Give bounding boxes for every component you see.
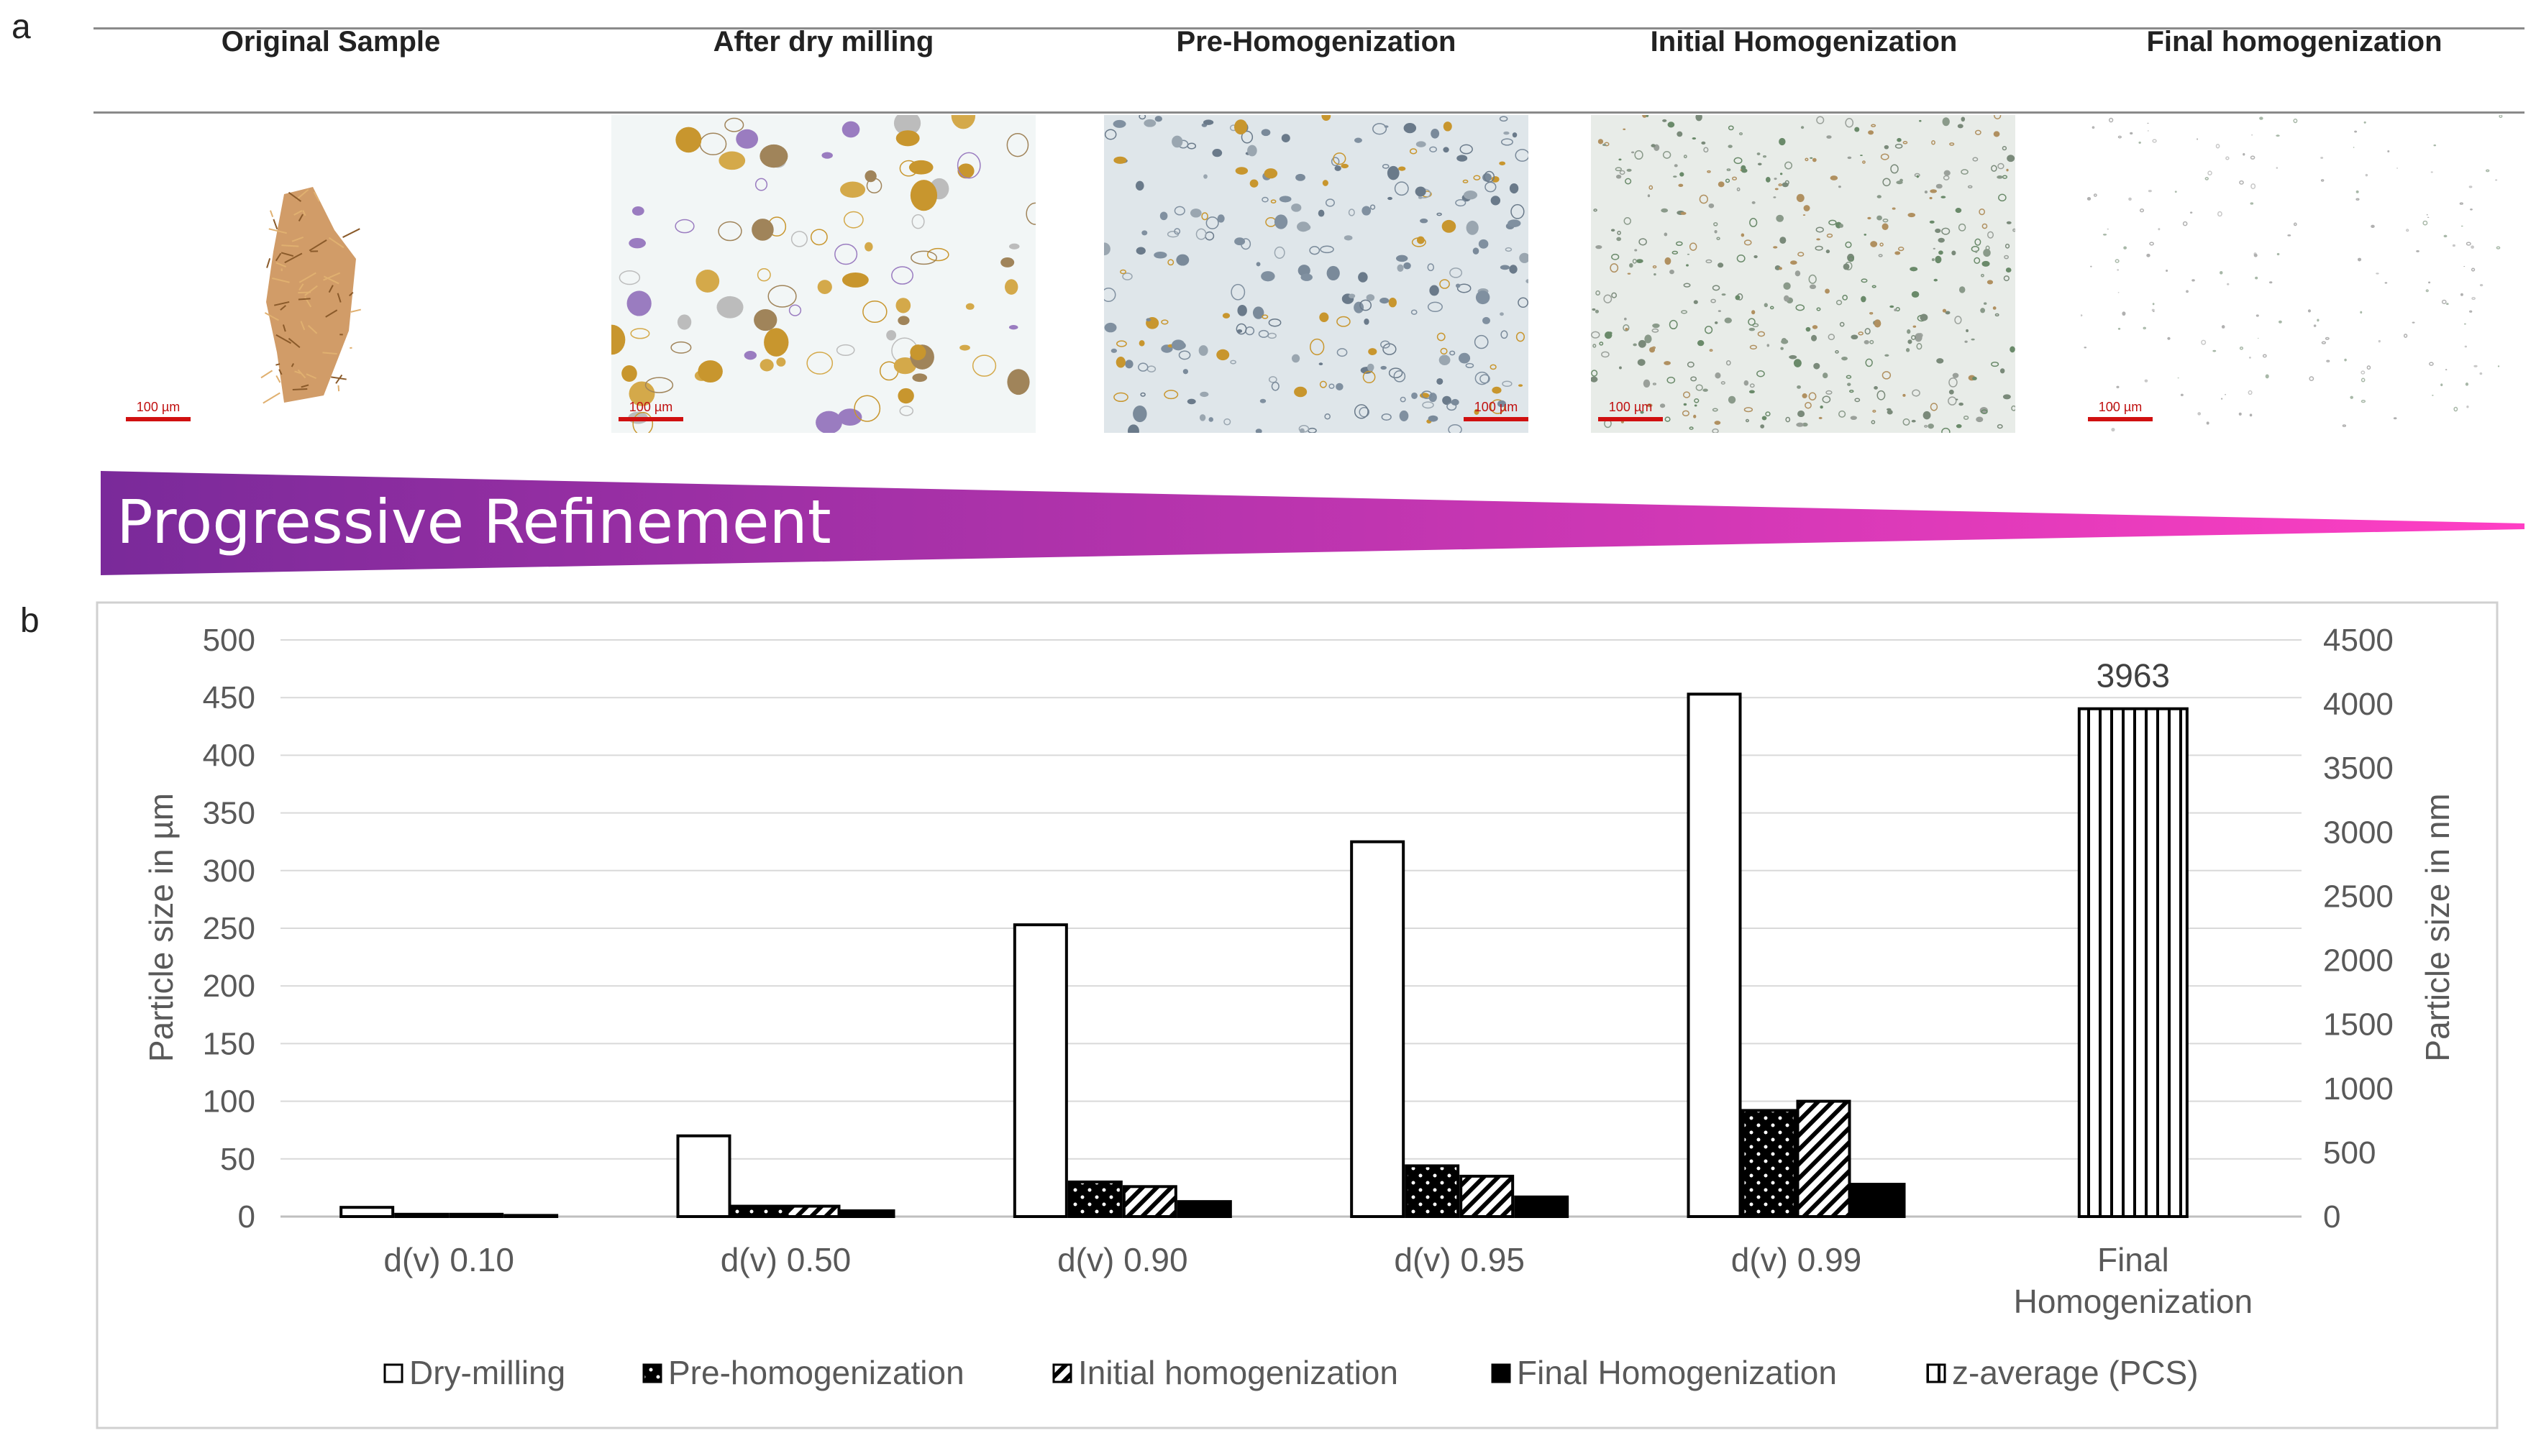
banner-wedge (101, 471, 2524, 575)
y-tick-label: 350 (203, 796, 255, 831)
bar-dry-milling (339, 1206, 395, 1218)
panel-a-label: a (12, 8, 31, 46)
bar-final-homogenization (503, 1214, 559, 1218)
scale-bar-label: 100 µm (1474, 400, 1518, 414)
stage-title-5: Final homogenization (2146, 26, 2443, 58)
y-tick-label: 300 (203, 853, 255, 889)
progressive-refinement-banner: Progressive Refinement (101, 471, 2524, 575)
legend-swatch (1052, 1363, 1072, 1383)
y-tick-label: 200 (203, 969, 255, 1004)
bar-final-homogenization (1514, 1195, 1569, 1219)
legend-label: Dry-milling (409, 1354, 565, 1391)
bar-pre-homogenization (394, 1212, 450, 1218)
legend-label: Pre-homogenization (668, 1354, 964, 1391)
micrograph-1: 100 µm (119, 115, 543, 433)
bar-z-average-pcs- (2077, 707, 2189, 1218)
stage-title-2: After dry milling (713, 26, 934, 58)
bar-initial-homogenization (1459, 1174, 1515, 1218)
legend-swatch (383, 1363, 403, 1383)
legend-swatch (1491, 1363, 1511, 1383)
y-tick-label: 500 (203, 623, 255, 658)
y2-tick-label: 4500 (2323, 623, 2394, 658)
legend-swatch (642, 1363, 662, 1383)
bar-pre-homogenization (731, 1204, 786, 1218)
panel-b-label: b (20, 602, 40, 640)
legend-label: Initial homogenization (1078, 1354, 1398, 1391)
micrograph-2: 100 µm (611, 115, 1036, 433)
bar-initial-homogenization (1122, 1185, 1177, 1219)
bar-initial-homogenization (785, 1204, 841, 1218)
bar-dry-milling (676, 1134, 731, 1218)
banner-text: Progressive Refinement (117, 487, 831, 557)
x-tick-label: d(v) 0.90 (1057, 1241, 1188, 1278)
y-tick-label: 0 (238, 1199, 255, 1235)
stage-title-1: Original Sample (221, 26, 441, 58)
bar-pre-homogenization (1405, 1164, 1460, 1218)
x-tick-label: d(v) 0.99 (1731, 1241, 1862, 1278)
scale-bar-label: 100 µm (137, 400, 180, 414)
scale-bar-label: 100 µm (2099, 400, 2142, 414)
chart-frame (96, 601, 2499, 1429)
bar-final-homogenization (1851, 1183, 1906, 1219)
y2-tick-label: 2500 (2323, 879, 2394, 914)
scale-bar (619, 417, 683, 421)
legend-label: z-average (PCS) (1952, 1354, 2199, 1391)
bar-dry-milling (1013, 923, 1068, 1218)
y2-tick-label: 1500 (2323, 1007, 2394, 1043)
scale-bar (2088, 417, 2153, 421)
scale-bar-label: 100 µm (629, 400, 672, 414)
bar-final-homogenization (1177, 1200, 1232, 1218)
bar-final-homogenization (840, 1209, 895, 1218)
stage-title-3: Pre-Homogenization (1176, 26, 1456, 58)
bar-initial-homogenization (1796, 1099, 1851, 1218)
scale-bar (126, 417, 191, 421)
scale-bar (1598, 417, 1663, 421)
legend-swatch (1926, 1363, 1946, 1383)
header-bottom-rule (93, 111, 2524, 114)
header-top-rule (93, 27, 2524, 29)
micrograph-3: 100 µm (1104, 115, 1528, 433)
y-tick-label: 50 (220, 1142, 255, 1177)
x-tick-label: Final (2097, 1241, 2169, 1278)
y2-tick-label: 4000 (2323, 687, 2394, 722)
y-tick-label: 150 (203, 1026, 255, 1061)
x-tick-label: Homogenization (2014, 1283, 2253, 1320)
scale-bar-label: 100 µm (1609, 400, 1652, 414)
bar-dry-milling (1350, 840, 1405, 1218)
x-tick-label: d(v) 0.50 (721, 1241, 852, 1278)
stage-title-4: Initial Homogenization (1650, 26, 1958, 58)
x-tick-label: d(v) 0.95 (1394, 1241, 1525, 1278)
legend-label: Final Homogenization (1517, 1354, 1837, 1391)
y2-axis-title: Particle size in nm (2419, 793, 2456, 1061)
bar-pre-homogenization (1067, 1180, 1123, 1219)
y-axis-title: Particle size in µm (142, 793, 180, 1062)
x-tick-label: d(v) 0.10 (383, 1241, 514, 1278)
y2-tick-label: 0 (2323, 1199, 2340, 1235)
y-tick-label: 250 (203, 911, 255, 946)
bar-pre-homogenization (1741, 1109, 1797, 1218)
micrograph-4: 100 µm (1591, 115, 2015, 433)
y2-tick-label: 3500 (2323, 751, 2394, 786)
scale-bar (1464, 417, 1528, 421)
y-tick-label: 100 (203, 1084, 255, 1120)
y2-tick-label: 1000 (2323, 1071, 2394, 1107)
bar-initial-homogenization (449, 1212, 504, 1218)
y2-tick-label: 3000 (2323, 815, 2394, 850)
y-tick-label: 400 (203, 738, 255, 773)
y-tick-label: 450 (203, 680, 255, 715)
data-label: 3963 (2097, 657, 2170, 695)
y2-tick-label: 2000 (2323, 943, 2394, 979)
micrograph-5: 100 µm (2081, 115, 2505, 433)
bar-dry-milling (1687, 692, 1742, 1218)
y2-tick-label: 500 (2323, 1135, 2376, 1171)
